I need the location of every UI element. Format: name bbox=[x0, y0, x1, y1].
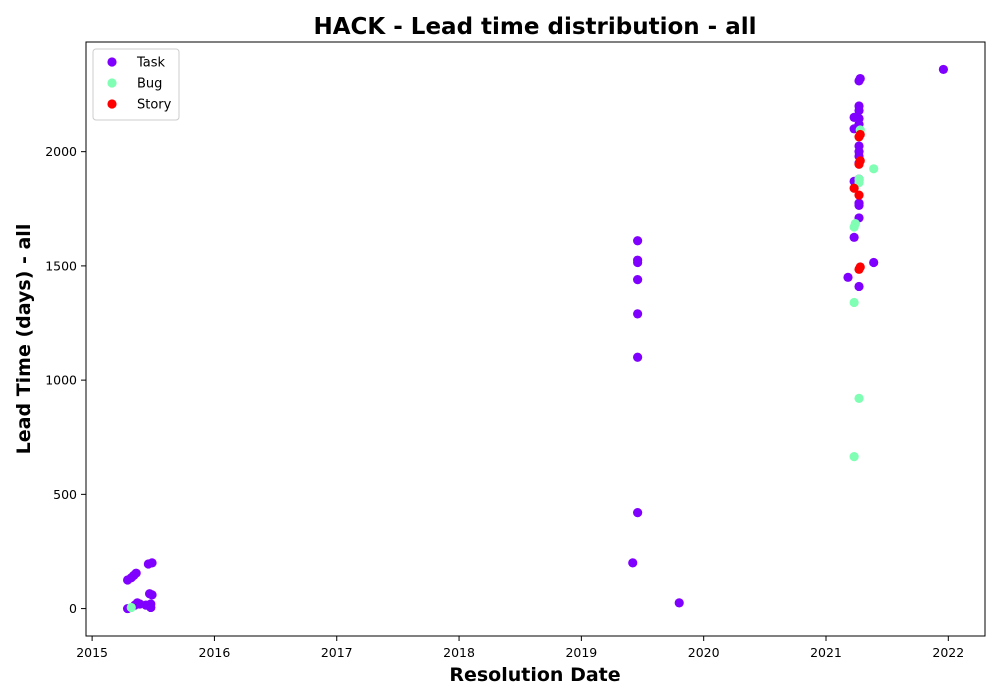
x-tick-label-5: 2020 bbox=[688, 645, 720, 660]
plot-area bbox=[122, 64, 949, 614]
x-tick-label-2: 2017 bbox=[321, 645, 353, 660]
point-task-18 bbox=[633, 309, 643, 319]
point-task-21 bbox=[633, 255, 643, 265]
series-story bbox=[849, 129, 865, 274]
point-task-25 bbox=[849, 232, 859, 242]
legend-marker-task bbox=[107, 57, 117, 67]
x-tick-label-4: 2019 bbox=[565, 645, 597, 660]
point-task-14 bbox=[147, 590, 157, 600]
point-task-43 bbox=[855, 73, 865, 84]
point-task-4 bbox=[131, 568, 141, 578]
point-task-22 bbox=[633, 236, 643, 246]
y-axis-label: Lead Time (days) - all bbox=[13, 224, 35, 455]
x-axis: 2015 2016 2017 2018 2019 2020 2021 2022 bbox=[76, 636, 964, 660]
y-tick-label-1: 500 bbox=[53, 487, 77, 502]
point-task-44 bbox=[869, 257, 879, 268]
x-tick-label-7: 2022 bbox=[932, 645, 964, 660]
chart-title: HACK - Lead time distribution - all bbox=[313, 14, 756, 40]
point-task-19 bbox=[633, 275, 643, 285]
legend-marker-bug bbox=[107, 78, 117, 88]
point-task-39 bbox=[854, 113, 864, 124]
point-story-0 bbox=[849, 183, 859, 193]
x-tick-label-3: 2018 bbox=[443, 645, 475, 660]
plot-frame bbox=[85, 41, 986, 637]
x-tick-label-6: 2021 bbox=[810, 645, 842, 660]
point-task-16 bbox=[633, 508, 643, 518]
x-tick-label-1: 2016 bbox=[199, 645, 231, 660]
point-bug-7 bbox=[854, 174, 864, 184]
point-bug-9 bbox=[869, 164, 879, 174]
legend-label-task: Task bbox=[136, 56, 166, 71]
y-tick-label-2: 1000 bbox=[45, 373, 77, 388]
point-task-24 bbox=[843, 272, 853, 282]
point-task-45 bbox=[938, 64, 949, 75]
legend-label-bug: Bug bbox=[137, 77, 162, 92]
point-story-7 bbox=[855, 129, 865, 140]
y-tick-label-3: 1500 bbox=[45, 258, 77, 273]
point-bug-1 bbox=[849, 452, 859, 462]
series-bug bbox=[126, 125, 879, 613]
point-bug-5 bbox=[854, 393, 864, 403]
point-task-17 bbox=[633, 352, 643, 362]
point-task-32 bbox=[854, 198, 864, 208]
point-task-37 bbox=[854, 141, 864, 151]
legend: Task Bug Story bbox=[92, 48, 180, 121]
point-task-23 bbox=[674, 598, 684, 608]
point-bug-4 bbox=[850, 219, 860, 229]
point-story-5 bbox=[855, 156, 865, 166]
legend-marker-story bbox=[107, 99, 117, 109]
point-bug-0 bbox=[126, 602, 136, 613]
point-task-12 bbox=[146, 602, 156, 613]
x-tick-label-0: 2015 bbox=[76, 645, 108, 660]
y-tick-label-4: 2000 bbox=[45, 144, 77, 159]
point-task-41 bbox=[854, 101, 864, 111]
point-task-29 bbox=[854, 281, 864, 292]
point-task-13 bbox=[147, 558, 157, 568]
point-bug-2 bbox=[849, 297, 859, 308]
legend-label-story: Story bbox=[137, 98, 172, 113]
y-axis: 0 500 1000 1500 2000 bbox=[45, 144, 86, 616]
point-story-3 bbox=[854, 190, 864, 200]
point-task-15 bbox=[628, 558, 638, 568]
point-story-2 bbox=[855, 262, 865, 272]
x-axis-label: Resolution Date bbox=[449, 664, 620, 686]
y-tick-label-0: 0 bbox=[69, 601, 77, 616]
